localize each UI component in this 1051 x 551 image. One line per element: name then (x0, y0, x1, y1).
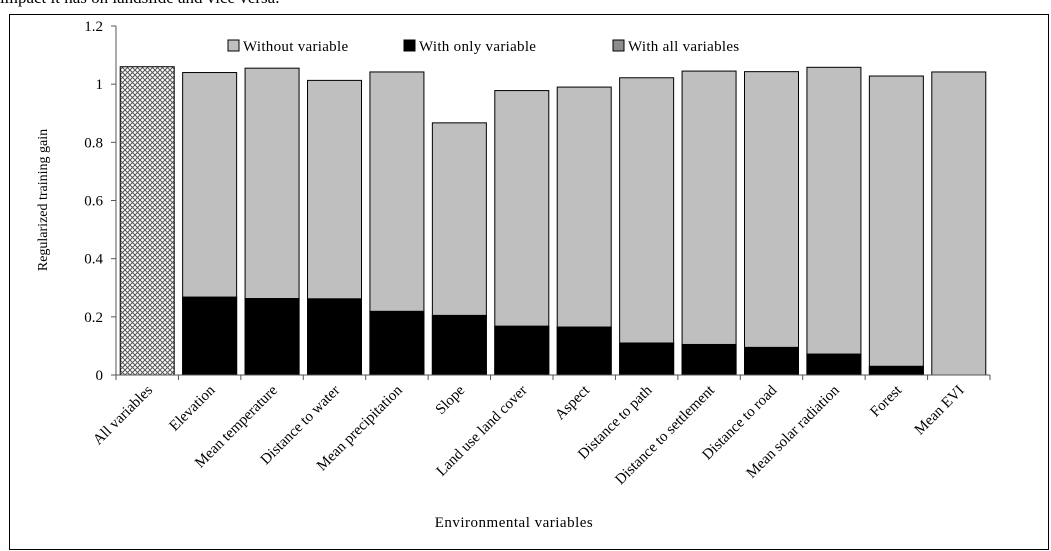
legend-label: With all variables (628, 39, 739, 55)
x-axis-title: Environmental variables (435, 515, 594, 531)
bar-with-only-variable (619, 342, 675, 376)
y-tick-label: 0.6 (84, 194, 103, 210)
chart-frame (9, 14, 1049, 550)
bar-without-variable (806, 66, 862, 376)
bar-with-only-variable (431, 314, 487, 376)
bar-with-only-variable (806, 353, 862, 376)
y-tick-label: 0.4 (84, 252, 103, 268)
legend-label: With only variable (419, 39, 536, 55)
bars (119, 66, 987, 376)
bar-without-variable (681, 70, 737, 376)
bar-with-only-variable (868, 365, 924, 376)
x-tick-label: Slope (433, 382, 469, 418)
bar-with-only-variable (244, 298, 300, 376)
bar-with-only-variable (369, 310, 425, 376)
caption: impact it has on landslide and vice vers… (0, 0, 279, 8)
bar-with-only-variable (494, 325, 550, 376)
x-tick-label: Mean EVI (912, 383, 968, 439)
bar-without-variable (868, 75, 924, 376)
x-tick-label: Elevation (167, 382, 219, 434)
legend-swatch (403, 39, 416, 52)
bar-without-variable (744, 71, 799, 376)
bar-without-variable (619, 77, 675, 376)
y-axis: 0 0.2 0.4 0.6 0.8 1 1.2 (84, 19, 117, 384)
y-tick-label: 0.8 (84, 135, 103, 151)
x-tick-label: All variables (90, 382, 156, 448)
bar-with-only-variable (744, 346, 799, 376)
x-tick-label: Forest (867, 382, 905, 420)
legend-swatch (227, 39, 240, 52)
bar-with-only-variable (556, 326, 612, 376)
bar-with-only-variable (182, 296, 238, 376)
bar-without-variable (931, 71, 987, 376)
bar-with-only-variable (681, 343, 737, 376)
y-tick-label: 0.2 (84, 310, 103, 326)
legend: Without variable With only variable With a… (227, 39, 739, 55)
y-axis-title: Regularized training gain (36, 129, 51, 271)
legend-label: Without variable (243, 39, 348, 55)
legend-swatch (612, 39, 625, 52)
y-tick-label: 1 (96, 77, 104, 93)
x-tick-label: Aspect (552, 382, 593, 423)
bar-with-only-variable (307, 298, 362, 376)
y-tick-label: 0 (96, 368, 104, 384)
y-tick-label: 1.2 (84, 19, 103, 35)
bar-with-all-variables (119, 66, 175, 376)
